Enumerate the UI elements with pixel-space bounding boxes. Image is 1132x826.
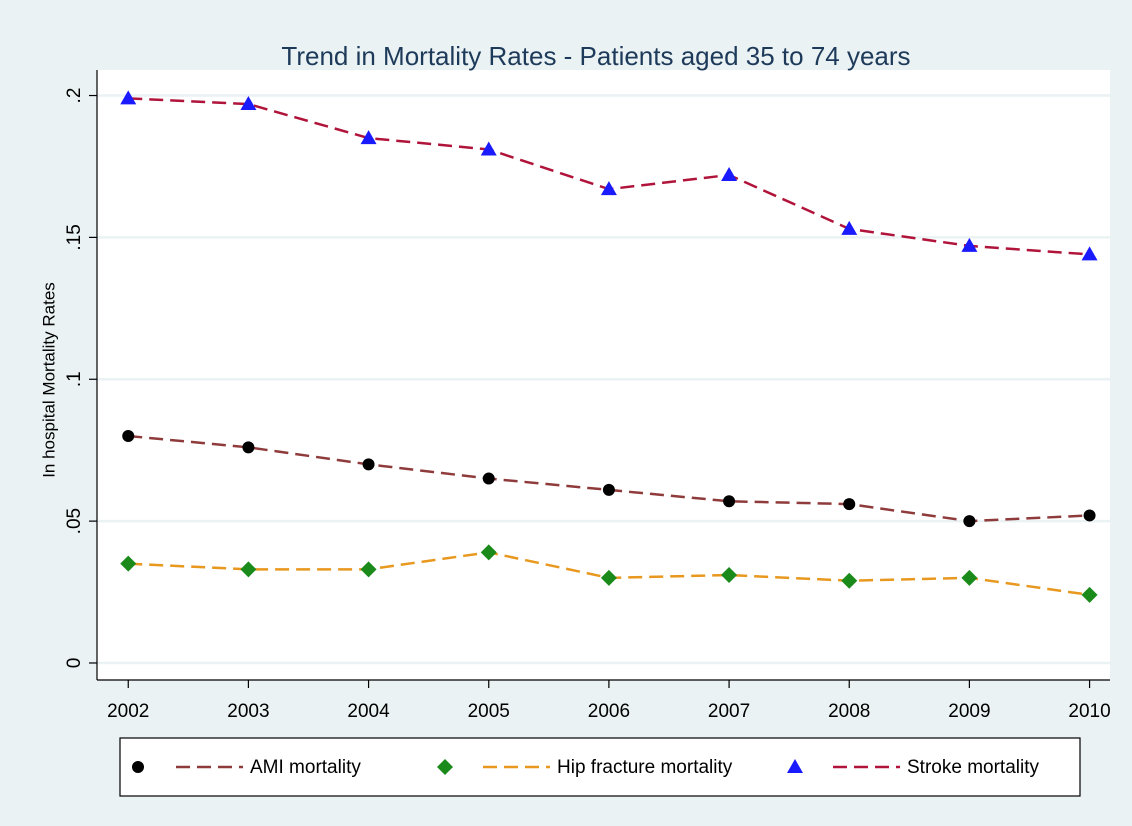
marker [843, 498, 856, 511]
legend-box [119, 737, 1081, 797]
x-tick-label: 2010 [1068, 701, 1110, 722]
marker [841, 220, 858, 235]
y-tick-label: .15 [64, 224, 85, 250]
legend-label: Hip fracture mortality [557, 757, 733, 778]
marker [240, 96, 257, 111]
marker [482, 472, 495, 485]
marker [600, 181, 617, 196]
y-tick-label: .05 [64, 508, 85, 534]
x-tick-label: 2009 [948, 701, 990, 722]
marker [1081, 246, 1098, 261]
legend-label: AMI mortality [250, 757, 361, 778]
x-tick-label: 2002 [107, 701, 149, 722]
marker [360, 561, 377, 578]
marker [841, 572, 858, 589]
marker [362, 458, 375, 471]
chart-title: Trend in Mortality Rates - Patients aged… [281, 41, 910, 71]
marker [602, 483, 615, 496]
marker [1083, 509, 1096, 522]
x-tick-label: 2006 [588, 701, 630, 722]
marker [1081, 586, 1098, 603]
marker [480, 544, 497, 561]
x-tick-label: 2003 [227, 701, 269, 722]
marker [122, 430, 135, 442]
marker [360, 130, 377, 145]
marker [600, 569, 617, 586]
marker [240, 561, 257, 578]
marker [723, 495, 736, 508]
marker [721, 166, 738, 181]
plot-area [97, 70, 1110, 680]
y-tick-label: 0 [64, 658, 85, 669]
marker [120, 555, 137, 572]
marker [480, 141, 497, 156]
marker [437, 759, 453, 775]
y-tick-label: .1 [64, 371, 85, 387]
marker [961, 237, 978, 252]
x-tick-label: 2007 [708, 701, 750, 722]
marker [120, 90, 137, 105]
marker [961, 569, 978, 586]
marker [963, 515, 976, 528]
y-axis-title: In hospital Mortality Rates [39, 282, 58, 478]
x-tick-label: 2008 [828, 701, 870, 722]
legend-label: Stroke mortality [907, 757, 1039, 778]
marker [721, 567, 738, 584]
x-tick-label: 2004 [347, 701, 390, 722]
marker [132, 761, 144, 773]
y-tick-label: .2 [64, 88, 85, 104]
x-tick-label: 2005 [468, 701, 510, 722]
marker [242, 441, 255, 454]
marker [787, 759, 803, 773]
